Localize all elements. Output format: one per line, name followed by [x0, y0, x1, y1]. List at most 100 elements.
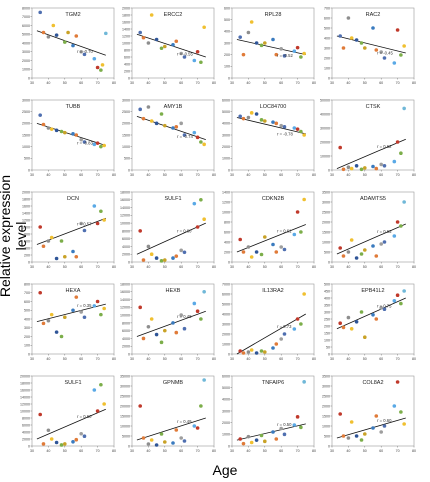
data-point [71, 132, 75, 136]
data-point [346, 165, 351, 169]
data-point [279, 245, 284, 249]
x-tick-label: 70 [296, 357, 300, 361]
x-tick-label: 80 [312, 449, 316, 453]
panel-tgm2: TGM2 0 1000 2000 3000 4000 5000 6000 7000 8000 30 4… [22, 6, 116, 85]
x-tick-label: 50 [263, 357, 267, 361]
x-tick-label: 80 [212, 81, 216, 85]
x-tick-label: 60 [279, 265, 283, 269]
x-tick-label: 40 [346, 449, 350, 453]
data-point [295, 317, 300, 321]
panel-title: IL13RA2 [262, 288, 283, 294]
panel-title: GPNMB [163, 380, 184, 386]
data-point [99, 312, 103, 317]
data-point [46, 126, 51, 130]
data-point [395, 293, 400, 298]
data-point [179, 313, 183, 317]
x-tick-label: 60 [79, 265, 83, 269]
y-tick-label: 150 [324, 331, 330, 335]
data-point [346, 16, 351, 20]
data-point [249, 440, 254, 445]
x-tick-label: 40 [46, 81, 50, 85]
data-point [279, 426, 284, 431]
x-tick-label: 80 [212, 357, 216, 361]
y-tick-label: 4000 [222, 122, 230, 126]
data-point [402, 422, 406, 426]
panel-title: AMY1B [164, 104, 183, 110]
y-tick-label: 5000 [222, 110, 230, 114]
data-point [254, 112, 259, 116]
x-tick-label: 80 [412, 265, 416, 269]
y-tick-label: 20000 [20, 374, 30, 378]
y-tick-label: 2000 [122, 122, 130, 126]
data-point [163, 123, 167, 128]
y-tick-label: 7000 [22, 15, 30, 19]
y-tick-label: 1800 [122, 13, 130, 17]
y-tick-label: 2000 [322, 404, 330, 408]
x-tick-label: 70 [296, 81, 300, 85]
y-tick-label: 30000 [120, 384, 130, 388]
y-tick-label: 500 [224, 18, 230, 22]
x-tick-label: 60 [179, 173, 183, 177]
y-tick-label: 7000 [222, 282, 230, 286]
r-value-label: r = 0.35 [77, 303, 92, 308]
panel-title: RAC2 [366, 12, 381, 18]
data-point [246, 350, 251, 354]
data-point [146, 442, 151, 446]
y-tick-label: 5000 [22, 33, 30, 37]
data-point [49, 312, 54, 317]
y-tick-label: 500 [124, 157, 130, 161]
data-point [341, 254, 346, 258]
y-tick-label: 1000 [122, 145, 130, 149]
x-tick-label: 70 [196, 81, 200, 85]
y-tick-label: 6000 [22, 24, 30, 28]
y-tick-label: 100 [24, 344, 30, 348]
y-tick-label: 2000 [122, 6, 130, 10]
x-tick-label: 40 [146, 81, 150, 85]
x-tick-label: 60 [379, 265, 383, 269]
x-tick-label: 30 [330, 449, 334, 453]
data-point [346, 250, 351, 254]
data-point [259, 118, 264, 122]
y-tick-label: 2000 [22, 122, 30, 126]
y-tick-label: 1200 [22, 218, 30, 222]
data-point [359, 252, 364, 256]
y-tick-label: 1000 [322, 424, 330, 428]
y-tick-label: 12000 [120, 214, 130, 218]
data-point [82, 52, 87, 57]
data-point [179, 121, 183, 126]
x-tick-label: 60 [379, 449, 383, 453]
data-point [392, 299, 397, 303]
data-point [95, 65, 100, 70]
data-point [374, 414, 379, 418]
x-tick-label: 60 [79, 449, 83, 453]
data-point [346, 436, 351, 440]
x-tick-label: 30 [130, 449, 134, 453]
plot-area [331, 375, 415, 447]
data-point [302, 51, 306, 56]
trend-line [236, 117, 306, 135]
data-point [382, 307, 387, 312]
panel-title: SULF1 [64, 380, 81, 386]
y-tick-label: 1000 [222, 342, 230, 346]
data-point [163, 328, 167, 333]
panel-title: TGM2 [65, 12, 80, 18]
data-point [299, 425, 303, 430]
data-point [374, 48, 379, 52]
x-tick-label: 50 [363, 173, 367, 177]
x-tick-label: 80 [212, 265, 216, 269]
data-point [249, 111, 254, 115]
data-point [71, 249, 75, 254]
y-tick-label: 1000 [222, 157, 230, 161]
data-point [46, 428, 51, 433]
x-tick-label: 80 [112, 265, 116, 269]
data-point [79, 137, 83, 142]
data-point [374, 166, 379, 171]
x-tick-label: 50 [263, 449, 267, 453]
plot-area [131, 283, 215, 355]
data-point [202, 142, 206, 147]
x-tick-label: 80 [212, 449, 216, 453]
data-point [354, 434, 359, 438]
y-tick-label: 1600 [122, 20, 130, 24]
data-point [202, 25, 206, 30]
panel-rpl28: RPL28 0 100 200 300 400 500 600 30 40 50 60 70 80 r = … [224, 6, 316, 85]
